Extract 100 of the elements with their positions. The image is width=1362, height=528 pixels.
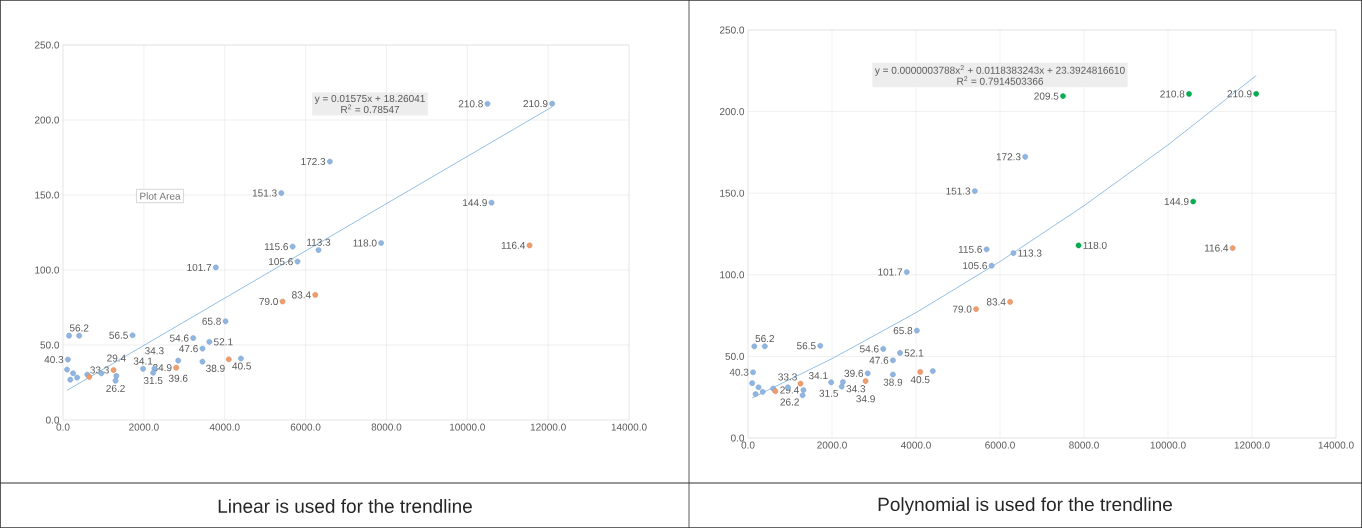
point bbox=[238, 355, 244, 362]
point bbox=[1229, 245, 1236, 251]
x-tick-label: 4000.0 bbox=[209, 423, 240, 431]
data-label: 38.9 bbox=[206, 364, 225, 372]
point bbox=[749, 380, 756, 386]
point bbox=[110, 367, 117, 373]
data-label: 34.1 bbox=[808, 372, 828, 380]
data-label: 172.3 bbox=[996, 153, 1021, 161]
data-label: 31.5 bbox=[143, 376, 163, 385]
point bbox=[327, 158, 333, 165]
point bbox=[279, 298, 286, 305]
point bbox=[1186, 91, 1192, 97]
point bbox=[1190, 198, 1197, 205]
point bbox=[289, 243, 296, 250]
point bbox=[983, 246, 990, 253]
point bbox=[222, 318, 229, 325]
point bbox=[488, 199, 495, 206]
point bbox=[315, 247, 322, 253]
x-tick-label: 10000.0 bbox=[1150, 441, 1186, 449]
data-label: 34.9 bbox=[856, 395, 875, 403]
data-label: 40.5 bbox=[232, 362, 252, 370]
y-tick-label: 150.0 bbox=[720, 189, 745, 197]
data-label: 79.0 bbox=[952, 305, 972, 313]
y-tick-label: 50.0 bbox=[40, 341, 60, 349]
data-label: 34.1 bbox=[133, 357, 153, 365]
data-label: 210.9 bbox=[523, 100, 548, 108]
data-label: 105.6 bbox=[269, 258, 293, 266]
point bbox=[1022, 154, 1029, 160]
data-label: 40.3 bbox=[729, 368, 749, 376]
point bbox=[140, 366, 146, 372]
data-label: 118.0 bbox=[353, 239, 377, 247]
data-label: 52.1 bbox=[213, 338, 233, 346]
data-label: 33.3 bbox=[778, 373, 797, 381]
y-tick-label: 100.0 bbox=[720, 271, 745, 279]
point bbox=[173, 364, 179, 371]
data-label: 47.6 bbox=[179, 345, 198, 353]
point bbox=[840, 379, 846, 385]
point bbox=[278, 190, 285, 196]
point bbox=[817, 342, 824, 349]
point bbox=[65, 356, 71, 363]
data-label: 52.1 bbox=[904, 349, 924, 357]
x-tick-label: 2000.0 bbox=[129, 423, 159, 431]
data-label: 79.0 bbox=[259, 297, 278, 306]
x-tick-label: 4000.0 bbox=[900, 441, 931, 449]
x-tick-label: 8000.0 bbox=[1069, 441, 1099, 449]
annotation: y = 0.01575x + 18.26041 bbox=[314, 94, 425, 105]
point bbox=[917, 369, 924, 375]
point bbox=[199, 358, 206, 365]
annotation: R$^{2}$ = 0.7914503366 bbox=[957, 76, 1044, 85]
x-tick-label: 14000.0 bbox=[1318, 441, 1354, 449]
point bbox=[914, 327, 920, 334]
point bbox=[752, 391, 759, 397]
data-label: 115.6 bbox=[264, 243, 289, 251]
point bbox=[750, 369, 756, 376]
data-label: 34.3 bbox=[846, 385, 866, 393]
point bbox=[312, 292, 319, 298]
point bbox=[199, 345, 206, 352]
y-tick-label: 150.0 bbox=[35, 191, 60, 199]
data-label: 144.9 bbox=[463, 199, 487, 207]
point bbox=[225, 356, 232, 363]
data-label: 113.3 bbox=[307, 238, 331, 246]
point bbox=[930, 368, 936, 374]
x-tick-label: 2000.0 bbox=[817, 441, 847, 449]
point bbox=[838, 383, 845, 390]
x-tick-label: 0.0 bbox=[741, 441, 755, 449]
point bbox=[526, 242, 533, 249]
data-label: 39.6 bbox=[844, 369, 864, 377]
point bbox=[1007, 299, 1013, 305]
text: Linear is used for the trendline bbox=[218, 499, 472, 513]
data-label: 172.3 bbox=[301, 158, 326, 166]
x-tick-label: 10000.0 bbox=[449, 423, 485, 431]
y-tick-label: 50.0 bbox=[725, 352, 745, 360]
annotation: y = 0.0000003788x$^{2}$ + 0.0118383243x + 23.3924816610 bbox=[874, 65, 1125, 76]
data-label: 47.6 bbox=[869, 356, 889, 364]
data-label: 31.5 bbox=[819, 389, 839, 397]
point bbox=[751, 343, 758, 350]
point bbox=[972, 188, 978, 194]
point bbox=[1010, 250, 1017, 256]
data-label: 113.3 bbox=[1018, 249, 1042, 257]
data-label: 151.3 bbox=[252, 189, 277, 197]
data-label: 65.8 bbox=[202, 317, 221, 325]
x-tick-label: 12000.0 bbox=[530, 423, 566, 431]
point bbox=[64, 366, 70, 373]
data-label: 209.5 bbox=[1034, 92, 1059, 100]
y-tick-label: 250.0 bbox=[719, 26, 745, 34]
data-label: 26.2 bbox=[106, 384, 125, 392]
data-label: 144.9 bbox=[1164, 197, 1189, 206]
point bbox=[800, 387, 807, 393]
point bbox=[1060, 93, 1066, 99]
x-tick-label: 8000.0 bbox=[371, 423, 402, 431]
annotation: R$^{2}$ = 0.78547 bbox=[341, 104, 400, 114]
data-label: 210.9 bbox=[1227, 90, 1252, 98]
point bbox=[112, 377, 119, 384]
x-tick-label: 0.0 bbox=[56, 423, 70, 431]
point bbox=[129, 332, 136, 339]
point bbox=[864, 370, 871, 377]
point bbox=[799, 392, 806, 399]
data-label: 54.6 bbox=[169, 334, 189, 342]
point bbox=[76, 332, 82, 339]
point bbox=[762, 343, 768, 350]
